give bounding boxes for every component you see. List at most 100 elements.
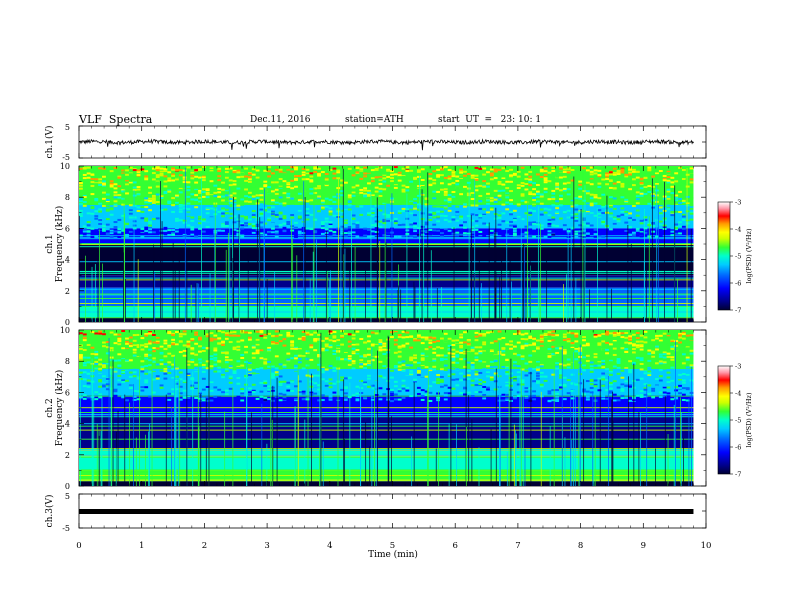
- spectrogram-speckle: [386, 203, 391, 206]
- spectrogram-speckle: [232, 346, 237, 349]
- spectrogram-speckle: [328, 382, 333, 385]
- spectrogram-speckle: [651, 175, 656, 178]
- spectrogram-speckle: [175, 382, 179, 385]
- spectrogram-speckle: [194, 396, 199, 399]
- spectrogram-speckle: [98, 363, 103, 366]
- spectrogram-speckle: [378, 190, 383, 193]
- spectrogram-speckle: [205, 194, 210, 197]
- spectrogram-speckle: [167, 190, 172, 193]
- spectrogram-speckle: [79, 209, 83, 212]
- spectrogram-speckle: [102, 183, 106, 186]
- spectrogram-speckle: [639, 348, 644, 351]
- spectrogram-speckle: [524, 387, 529, 390]
- spectrogram-speckle: [236, 204, 241, 207]
- spectrogram-speckle: [317, 187, 321, 190]
- spectrogram-speckle: [267, 170, 272, 173]
- spectrogram-speckle: [367, 364, 371, 367]
- spectrogram-speckle: [367, 194, 371, 197]
- spectrogram-speckle: [489, 207, 494, 210]
- spectrogram-speckle: [278, 188, 283, 191]
- spectrogram-speckle: [370, 224, 375, 227]
- spectrogram-speckle: [593, 353, 598, 356]
- spectrogram-speckle: [297, 361, 302, 364]
- sferic-impulse: [304, 419, 306, 486]
- spectrogram-speckle: [301, 390, 306, 393]
- spectrogram-speckle: [186, 210, 191, 213]
- spectrogram-speckle: [132, 368, 137, 371]
- spectrogram-speckle: [578, 187, 583, 190]
- spectrogram-speckle: [486, 211, 490, 214]
- spectrogram-speckle: [378, 391, 383, 394]
- spectrogram-speckle: [290, 229, 295, 232]
- spectrogram-speckle: [205, 347, 210, 350]
- spectrogram-speckle: [171, 174, 176, 177]
- sferic-impulse: [246, 367, 247, 486]
- spectrogram-speckle: [313, 383, 318, 386]
- spectrogram-speckle: [539, 170, 544, 173]
- spectrogram-speckle: [324, 182, 329, 185]
- spectrogram-speckle: [447, 337, 452, 340]
- spectrogram-speckle: [639, 358, 644, 361]
- spectrogram-speckle: [612, 220, 617, 223]
- sferic-impulse: [174, 265, 176, 322]
- spectrogram-speckle: [263, 381, 268, 384]
- spectrogram-speckle: [543, 335, 548, 338]
- spectrogram-speckle: [125, 346, 129, 349]
- spectrogram-speckle: [439, 188, 444, 191]
- spectrogram-speckle: [655, 378, 659, 381]
- spectrogram-speckle: [509, 224, 513, 227]
- spectrogram-speckle: [232, 215, 237, 218]
- spectrogram-speckle: [478, 334, 483, 337]
- spectrogram-speckle: [320, 347, 325, 350]
- interference-line: [79, 237, 694, 239]
- spectrogram-speckle: [201, 388, 206, 391]
- spectrogram-speckle: [221, 376, 225, 379]
- spectrogram-speckle: [539, 168, 544, 171]
- spectrogram-speckle: [405, 373, 410, 376]
- spectrogram-speckle: [378, 398, 383, 401]
- spectrogram-speckle: [151, 218, 156, 221]
- spectrogram-speckle: [159, 379, 164, 382]
- spectrogram-speckle: [635, 209, 640, 212]
- spectrogram-speckle: [132, 390, 137, 393]
- spectrogram-speckle: [482, 234, 487, 237]
- spectrogram-speckle: [213, 367, 218, 370]
- spectrogram-speckle: [447, 175, 452, 178]
- spectrogram-speckle: [678, 332, 682, 335]
- spectrogram-speckle: [678, 221, 682, 224]
- spectrogram-speckle: [612, 331, 617, 334]
- spectrogram-speckle: [463, 185, 467, 188]
- spectrogram-speckle: [639, 362, 644, 365]
- spectrogram-speckle: [363, 341, 368, 344]
- spectrogram-speckle: [263, 189, 268, 192]
- spectrogram-speckle: [82, 215, 87, 218]
- spectrogram-speckle: [655, 362, 659, 365]
- spectrogram-speckle: [374, 349, 379, 352]
- spectrogram-speckle: [155, 190, 160, 193]
- spectrogram-speckle: [151, 378, 156, 381]
- spectrogram-speckle: [94, 235, 99, 238]
- spectrogram-speckle: [539, 233, 544, 236]
- spectrogram-speckle: [386, 217, 391, 220]
- sferic-impulse: [488, 222, 490, 322]
- spectrogram-speckle: [359, 359, 364, 362]
- spectrogram-speckle: [589, 379, 594, 382]
- spectrogram-speckle: [171, 179, 176, 182]
- spectrogram-speckle: [328, 229, 333, 232]
- ch1-waveform-panel: 5 -5 ch.1(V): [44, 123, 707, 162]
- spectrogram-speckle: [378, 234, 383, 237]
- spectrogram-speckle: [401, 345, 406, 348]
- spectrogram-speckle: [436, 184, 440, 187]
- spectrogram-speckle: [313, 166, 318, 169]
- spectrogram-speckle: [655, 370, 659, 373]
- spectrogram-speckle: [382, 358, 387, 361]
- spectrogram-speckle: [405, 222, 410, 225]
- spectrogram-speckle: [608, 186, 613, 189]
- spectrogram-speckle: [635, 394, 640, 397]
- spectrogram-speckle: [608, 228, 613, 231]
- spectrogram-speckle: [493, 340, 498, 343]
- spectrogram-speckle: [217, 224, 222, 227]
- spectrogram-speckle: [681, 393, 686, 396]
- spectrogram-speckle: [370, 393, 375, 396]
- spectrogram-speckle: [182, 171, 187, 174]
